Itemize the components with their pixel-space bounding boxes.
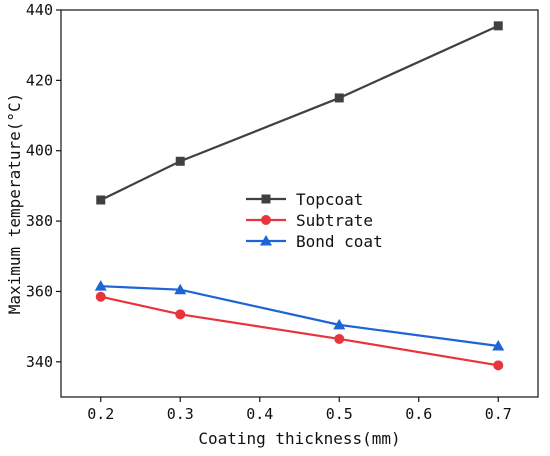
data-point-topcoat <box>96 195 106 205</box>
legend-label-topcoat: Topcoat <box>296 190 363 209</box>
data-point-subtrate <box>493 360 504 371</box>
y-tick-label: 440 <box>26 1 53 19</box>
y-tick-label: 420 <box>26 71 53 89</box>
data-point-subtrate <box>334 333 345 344</box>
y-axis-title: Maximum temperature(°C) <box>5 93 24 315</box>
data-point-bond-coat <box>492 339 505 351</box>
x-tick-label: 0.5 <box>326 405 353 423</box>
data-point-topcoat <box>175 156 185 166</box>
x-tick-label: 0.7 <box>485 405 512 423</box>
x-axis-title: Coating thickness(mm) <box>198 429 400 448</box>
data-point-topcoat <box>493 21 503 31</box>
data-point-topcoat <box>334 93 344 103</box>
x-tick-label: 0.6 <box>405 405 432 423</box>
x-tick-label: 0.4 <box>246 405 273 423</box>
y-tick-label: 360 <box>26 282 53 300</box>
data-point-bond-coat <box>333 318 346 330</box>
y-tick-label: 400 <box>26 142 53 160</box>
series-line-subtrate <box>100 295 499 367</box>
y-tick-label: 380 <box>26 212 53 230</box>
data-point-subtrate <box>175 309 186 320</box>
legend-marker-bond-coat <box>260 235 272 246</box>
data-point-subtrate <box>95 291 106 302</box>
series-line-bond-coat <box>100 285 499 348</box>
legend-marker-subtrate <box>261 215 271 225</box>
x-tick-label: 0.3 <box>167 405 194 423</box>
data-point-bond-coat <box>94 280 107 291</box>
series-line-topcoat <box>100 24 499 201</box>
x-tick-label: 0.2 <box>87 405 114 423</box>
y-tick-label: 340 <box>26 353 53 371</box>
legend-label-subtrate: Subtrate <box>296 211 373 230</box>
legend-label-bond-coat: Bond coat <box>296 232 383 251</box>
plot-frame <box>60 9 539 398</box>
legend-marker-topcoat <box>261 194 271 204</box>
data-point-bond-coat <box>174 283 187 295</box>
